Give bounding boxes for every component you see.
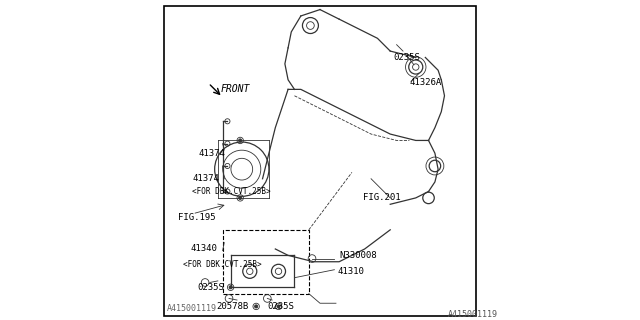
Text: 0235S: 0235S (197, 283, 224, 292)
Text: A415001119: A415001119 (167, 304, 217, 313)
Circle shape (239, 196, 242, 199)
Text: 41374: 41374 (198, 149, 225, 158)
Circle shape (277, 305, 280, 308)
Text: 41340: 41340 (191, 244, 218, 253)
Text: 0235S: 0235S (268, 302, 294, 311)
FancyBboxPatch shape (164, 6, 476, 316)
Text: 41310: 41310 (337, 267, 364, 276)
Text: 41374: 41374 (193, 174, 219, 183)
Text: FIG.195: FIG.195 (178, 212, 216, 221)
Text: 20578B: 20578B (216, 302, 248, 311)
Text: A415001119: A415001119 (447, 310, 498, 319)
Text: FRONT: FRONT (221, 84, 250, 94)
Text: <FOR DBK.CVT.25B>: <FOR DBK.CVT.25B> (183, 260, 261, 269)
Circle shape (255, 305, 258, 308)
Circle shape (229, 286, 232, 289)
Text: <FOR DBK.CVT.25B>: <FOR DBK.CVT.25B> (193, 187, 271, 196)
Text: FIG.201: FIG.201 (363, 193, 401, 203)
Text: N330008: N330008 (339, 251, 377, 260)
Text: 41326A: 41326A (410, 78, 442, 87)
Circle shape (239, 139, 242, 142)
Text: 0235S: 0235S (394, 53, 420, 62)
